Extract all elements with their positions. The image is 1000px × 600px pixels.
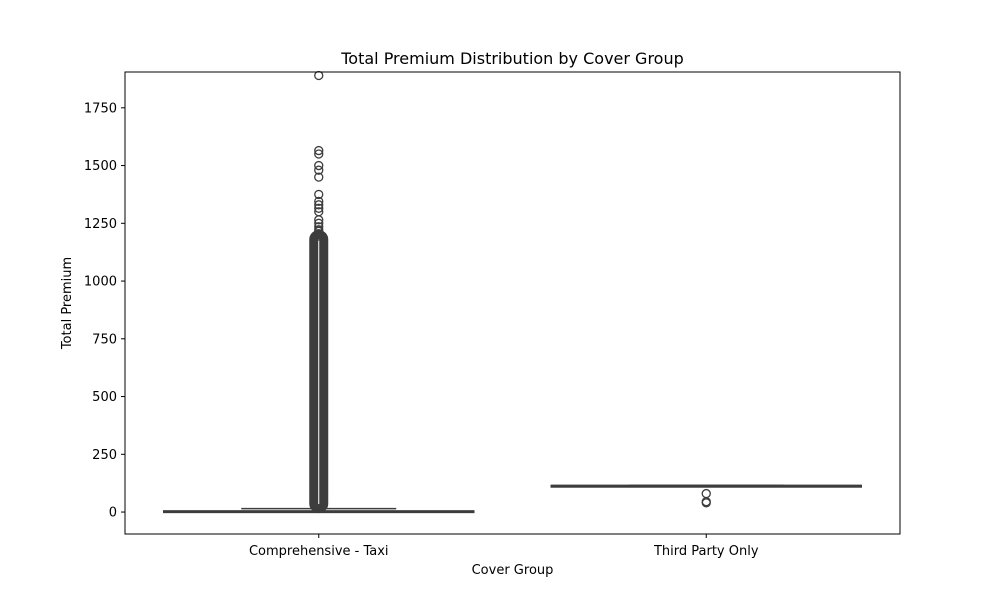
outlier-point [314, 222, 324, 232]
y-tick-label: 1500 [84, 159, 117, 174]
outlier-point [314, 189, 324, 200]
y-tick-label: 500 [92, 390, 117, 405]
plot-area [163, 70, 862, 514]
x-axis: Comprehensive - Taxi Third Party Only [249, 534, 759, 559]
plot-frame [124, 71, 901, 535]
x-tick-label: Comprehensive - Taxi [249, 544, 389, 559]
y-tick-label: 0 [109, 506, 117, 521]
outlier-point [314, 149, 324, 159]
outlier-point [314, 200, 324, 210]
outlier-point [314, 207, 324, 217]
outlier-point [701, 488, 711, 499]
y-axis-label: Total Premium [60, 257, 75, 350]
box-group [550, 484, 862, 508]
y-tick-label: 1750 [84, 101, 117, 116]
chart-title: Total Premium Distribution by Cover Grou… [340, 49, 684, 68]
y-tick-label: 1000 [84, 275, 117, 290]
outlier-point [314, 196, 324, 207]
outlier-point [314, 172, 324, 182]
y-tick-label: 750 [92, 332, 117, 347]
x-tick-label: Third Party Only [653, 544, 759, 559]
outlier-point [314, 203, 324, 213]
outlier-point [314, 165, 324, 175]
y-tick-label: 1250 [84, 217, 117, 232]
y-axis: 0 250 500 750 1000 1250 1500 1750 [84, 101, 125, 521]
outlier-point [314, 218, 324, 228]
outlier-point [314, 160, 324, 171]
x-axis-label: Cover Group [472, 563, 554, 578]
outlier-point [314, 225, 324, 235]
outlier-point [314, 145, 324, 156]
box-group [163, 70, 475, 514]
y-tick-label: 250 [92, 448, 117, 463]
outlier-point [314, 70, 324, 81]
outlier-band [309, 229, 329, 514]
